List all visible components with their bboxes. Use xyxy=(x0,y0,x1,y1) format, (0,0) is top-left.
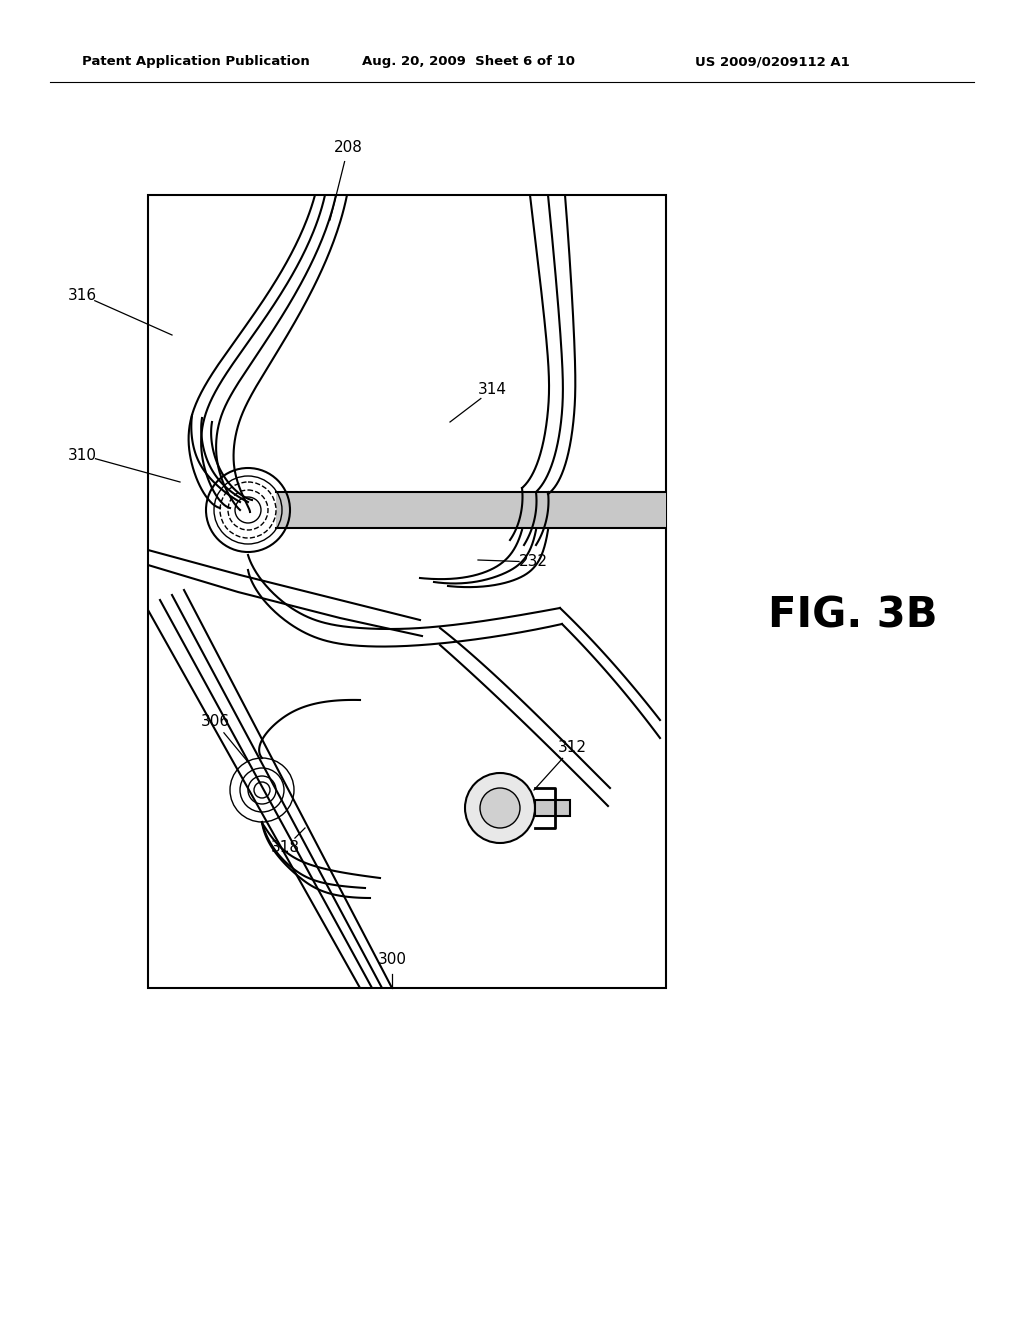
Text: 208: 208 xyxy=(334,140,362,156)
Text: 300: 300 xyxy=(378,953,407,968)
Text: 314: 314 xyxy=(477,383,507,397)
Text: 306: 306 xyxy=(201,714,229,730)
Text: 312: 312 xyxy=(557,741,587,755)
Text: Aug. 20, 2009  Sheet 6 of 10: Aug. 20, 2009 Sheet 6 of 10 xyxy=(362,55,575,69)
Bar xyxy=(276,492,666,528)
Bar xyxy=(535,800,570,816)
Circle shape xyxy=(480,788,520,828)
Text: 316: 316 xyxy=(68,288,96,302)
Text: 318: 318 xyxy=(270,841,299,855)
Bar xyxy=(148,195,666,987)
Circle shape xyxy=(465,774,535,843)
Text: US 2009/0209112 A1: US 2009/0209112 A1 xyxy=(695,55,850,69)
Text: 310: 310 xyxy=(68,447,96,462)
Text: Patent Application Publication: Patent Application Publication xyxy=(82,55,309,69)
Text: FIG. 3B: FIG. 3B xyxy=(768,594,938,636)
Text: 232: 232 xyxy=(518,554,548,569)
